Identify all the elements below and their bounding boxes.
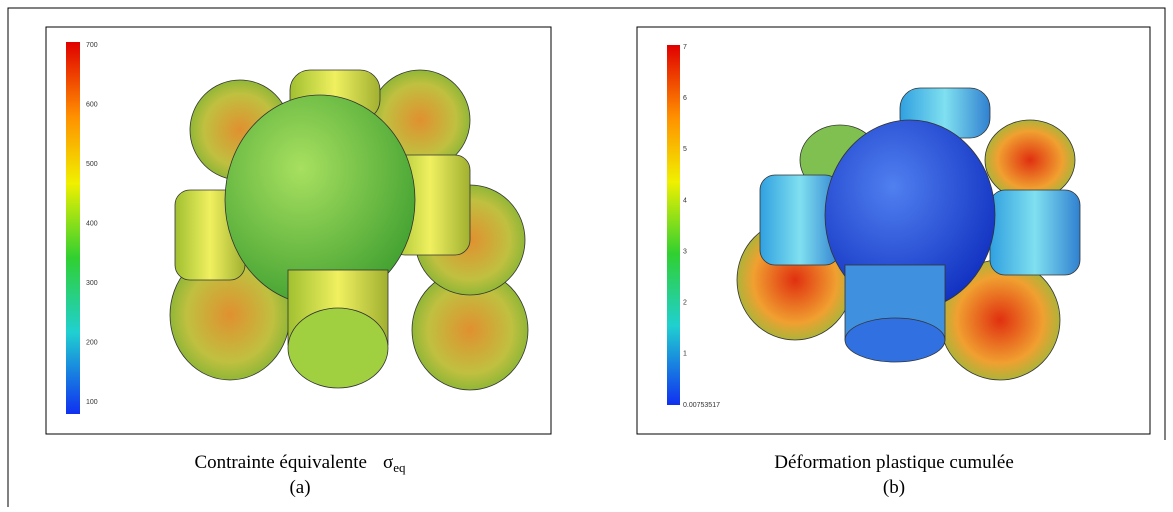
colorbar	[66, 42, 80, 414]
colorbar-tick-label: 600	[86, 101, 98, 108]
frame	[7, 7, 1166, 507]
panel-label: (a)	[289, 477, 310, 498]
subscript: eq	[393, 460, 406, 475]
colorbar-tick-label: 700	[86, 42, 98, 49]
caption-text: Contrainte équivalente	[194, 452, 367, 473]
colorbar-tick-label: 300	[86, 280, 98, 287]
colorbar	[667, 45, 680, 405]
colorbar-tick-label: 6	[683, 95, 687, 102]
symbol: σ	[383, 452, 393, 473]
colorbar-tick-label: 500	[86, 161, 98, 168]
panel-label: (b)	[883, 477, 905, 498]
caption: Contrainte équivalente σeq	[194, 452, 406, 475]
colorbar-tick-label: 2	[683, 300, 687, 307]
colorbar-tick-label: 0.00753517	[683, 402, 720, 409]
rendering	[169, 69, 529, 391]
panel-a: Contrainte équivalente σeq (a)	[45, 26, 552, 498]
caption: Déformation plastique cumulée	[774, 452, 1014, 473]
colorbar-tick-label: 200	[86, 339, 98, 346]
colorbar-tick-label: 7	[683, 44, 687, 51]
colorbar-tick-label: 4	[683, 197, 687, 204]
rendering	[736, 87, 1081, 381]
colorbar-tick-label: 5	[683, 146, 687, 153]
panel-b: Déformation plastique cumulée (b)	[636, 26, 1151, 498]
colorbar-tick-label: 3	[683, 248, 687, 255]
colorbar-tick-label: 1	[683, 351, 687, 358]
colorbar-tick-label: 400	[86, 220, 98, 227]
colorbar-tick-label: 100	[86, 399, 98, 406]
